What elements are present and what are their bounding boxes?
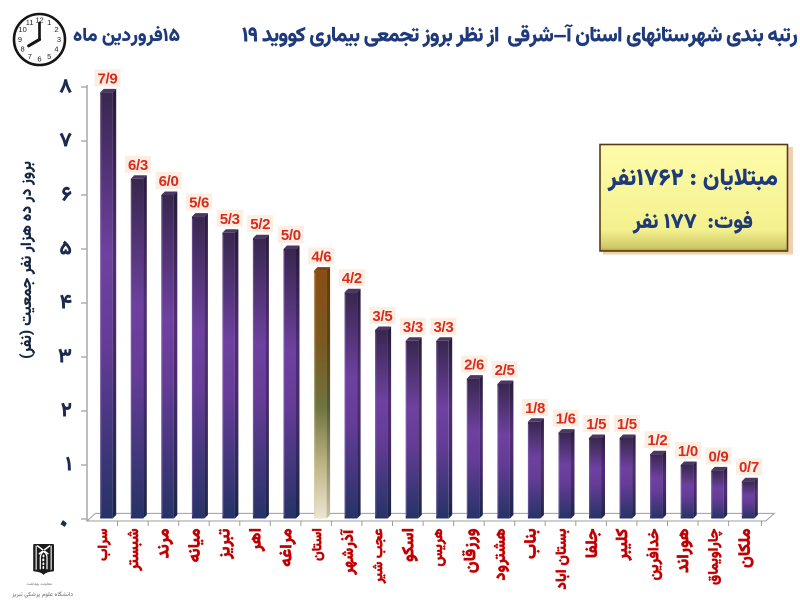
svg-text:5: 5	[47, 52, 51, 61]
svg-text:1/5: 1/5	[586, 416, 606, 433]
svg-text:8: 8	[21, 45, 25, 54]
svg-text:9: 9	[18, 35, 22, 44]
svg-text:5/2: 5/2	[250, 216, 270, 233]
svg-text:3/5: 3/5	[372, 308, 392, 325]
svg-text:1/8: 1/8	[525, 400, 545, 417]
svg-text:10: 10	[18, 25, 26, 34]
svg-text:2: 2	[54, 25, 58, 34]
svg-text:5/3: 5/3	[220, 211, 240, 228]
svg-text:1/6: 1/6	[556, 411, 576, 428]
svg-text:3/3: 3/3	[434, 319, 454, 336]
svg-text:3/3: 3/3	[403, 319, 423, 336]
svg-text:5/0: 5/0	[281, 227, 301, 244]
svg-text:1/5: 1/5	[617, 416, 637, 433]
svg-text:2/6: 2/6	[464, 357, 484, 374]
svg-text:6/3: 6/3	[128, 157, 148, 174]
svg-text:7: 7	[28, 52, 32, 61]
svg-text:12: 12	[35, 15, 43, 24]
svg-text:1/2: 1/2	[647, 432, 667, 449]
svg-text:0/9: 0/9	[709, 448, 729, 465]
svg-text:2/5: 2/5	[495, 362, 515, 379]
svg-text:6/0: 6/0	[159, 173, 179, 190]
svg-text:7/9: 7/9	[98, 70, 118, 87]
svg-text:1/0: 1/0	[678, 443, 698, 460]
svg-text:0/7: 0/7	[739, 459, 759, 476]
svg-text:4/2: 4/2	[342, 270, 362, 287]
svg-text:3: 3	[57, 35, 61, 44]
svg-text:1: 1	[47, 18, 51, 27]
svg-text:4: 4	[54, 45, 58, 54]
svg-text:11: 11	[26, 18, 34, 27]
svg-text:5/6: 5/6	[189, 195, 209, 212]
svg-text:6: 6	[37, 54, 41, 63]
svg-text:4/6: 4/6	[311, 249, 331, 266]
